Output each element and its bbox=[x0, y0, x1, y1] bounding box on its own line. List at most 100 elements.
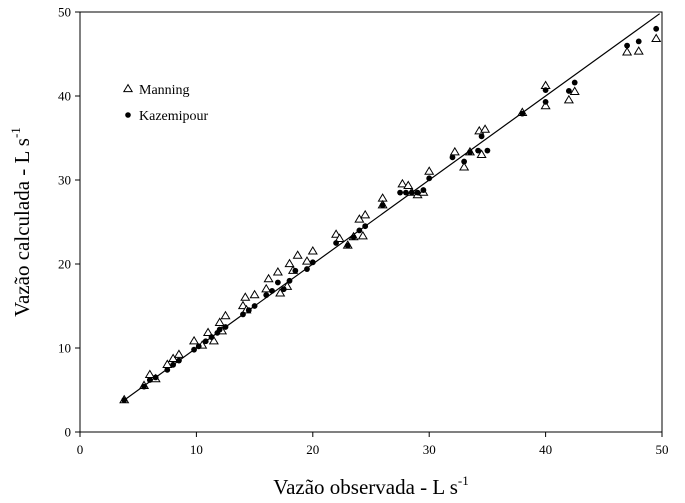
data-point-kazemipour bbox=[208, 334, 215, 340]
series-kazemipour bbox=[121, 25, 660, 403]
data-point-kazemipour bbox=[292, 267, 299, 274]
legend-label-manning: Manning bbox=[139, 83, 190, 98]
legend-marker-manning bbox=[122, 83, 134, 93]
data-point-kazemipour bbox=[403, 189, 409, 196]
data-point-kazemipour bbox=[635, 38, 642, 45]
data-point-kazemipour bbox=[344, 242, 351, 249]
data-point-kazemipour bbox=[170, 361, 177, 368]
data-point-kazemipour bbox=[397, 189, 403, 196]
data-point-kazemipour bbox=[164, 366, 171, 373]
data-point-kazemipour bbox=[274, 279, 281, 286]
data-point-manning bbox=[261, 283, 272, 293]
data-point-kazemipour bbox=[309, 259, 316, 266]
data-point-kazemipour bbox=[542, 87, 549, 94]
x-tick-label: 20 bbox=[306, 442, 319, 457]
data-point-manning bbox=[220, 310, 231, 320]
data-point-manning bbox=[272, 267, 283, 276]
data-point-kazemipour bbox=[624, 42, 630, 49]
x-axis-title-text: Vazão observada - L s bbox=[273, 475, 458, 499]
x-axis-title: Vazão observada - L s-1 bbox=[273, 473, 469, 499]
axis-ticks: 0 10 20 30 40 50 0 10 20 30 40 50 bbox=[58, 5, 669, 458]
data-point-manning bbox=[275, 288, 286, 297]
data-point-manning bbox=[354, 214, 365, 223]
data-point-kazemipour bbox=[121, 397, 128, 403]
data-point-manning bbox=[284, 258, 295, 268]
data-point-kazemipour bbox=[461, 158, 468, 165]
data-point-kazemipour bbox=[426, 175, 433, 182]
data-point-kazemipour bbox=[263, 292, 270, 298]
x-tick-label: 40 bbox=[539, 442, 552, 457]
data-point-manning bbox=[331, 229, 342, 238]
data-point-kazemipour bbox=[565, 88, 572, 94]
legend-marker-kazemipour bbox=[125, 112, 131, 118]
data-point-manning bbox=[237, 300, 249, 310]
data-point-manning bbox=[357, 230, 368, 240]
y-axis-title-text: Vazão calculada - L s bbox=[10, 138, 34, 317]
x-tick-label: 50 bbox=[656, 442, 669, 457]
data-point-manning bbox=[476, 149, 487, 158]
data-point-manning bbox=[292, 250, 303, 259]
y-tick-label: 0 bbox=[65, 425, 72, 440]
data-point-manning bbox=[189, 335, 200, 345]
data-point-kazemipour bbox=[571, 79, 578, 86]
y-axis-title-superscript: -1 bbox=[8, 127, 23, 138]
data-point-kazemipour bbox=[379, 202, 386, 209]
data-point-kazemipour bbox=[542, 98, 549, 105]
y-tick-label: 20 bbox=[58, 257, 71, 272]
data-point-manning bbox=[208, 335, 219, 345]
data-point-manning bbox=[214, 317, 225, 326]
data-point-kazemipour bbox=[350, 234, 357, 241]
data-point-manning bbox=[240, 292, 251, 301]
data-point-kazemipour bbox=[240, 311, 246, 318]
data-point-manning bbox=[424, 166, 435, 175]
x-tick-label: 30 bbox=[423, 442, 436, 457]
data-point-kazemipour bbox=[653, 25, 660, 32]
x-tick-label: 10 bbox=[190, 442, 203, 457]
data-point-manning bbox=[360, 209, 371, 219]
data-point-manning bbox=[569, 86, 580, 95]
data-point-kazemipour bbox=[475, 147, 481, 154]
data-point-kazemipour bbox=[216, 326, 223, 333]
data-point-manning bbox=[249, 289, 260, 299]
data-point-kazemipour bbox=[202, 338, 209, 345]
y-axis-title: Vazão calculada - L s-1 bbox=[8, 127, 34, 317]
data-point-manning bbox=[397, 178, 408, 188]
data-point-manning bbox=[540, 100, 551, 110]
data-point-manning bbox=[563, 94, 574, 104]
data-point-kazemipour bbox=[414, 189, 421, 196]
data-point-kazemipour bbox=[420, 187, 427, 193]
data-point-manning bbox=[307, 246, 318, 255]
data-point-manning bbox=[622, 46, 633, 56]
data-point-kazemipour bbox=[408, 189, 415, 196]
data-point-kazemipour bbox=[245, 307, 252, 314]
x-tick-label: 0 bbox=[77, 442, 84, 457]
data-point-kazemipour bbox=[333, 240, 339, 246]
data-point-kazemipour bbox=[519, 110, 526, 117]
data-point-kazemipour bbox=[356, 227, 363, 234]
x-axis-title-superscript: -1 bbox=[458, 473, 469, 488]
y-tick-label: 30 bbox=[58, 173, 71, 188]
data-point-manning bbox=[480, 124, 491, 133]
data-point-kazemipour bbox=[269, 287, 275, 294]
data-point-kazemipour bbox=[195, 343, 202, 350]
data-point-manning bbox=[301, 256, 313, 265]
data-point-kazemipour bbox=[467, 149, 473, 156]
data-point-manning bbox=[459, 162, 470, 171]
data-point-manning bbox=[173, 349, 184, 358]
data-point-kazemipour bbox=[146, 377, 153, 383]
legend: Manning Kazemipour bbox=[122, 83, 209, 124]
y-tick-label: 50 bbox=[58, 5, 71, 20]
data-point-kazemipour bbox=[362, 223, 369, 230]
data-points bbox=[119, 25, 662, 404]
data-point-kazemipour bbox=[304, 266, 310, 272]
data-point-kazemipour bbox=[141, 383, 147, 390]
data-point-manning bbox=[449, 146, 460, 156]
data-point-manning bbox=[263, 273, 274, 283]
data-point-kazemipour bbox=[222, 324, 229, 330]
plot-area-frame bbox=[79, 11, 663, 433]
data-point-kazemipour bbox=[191, 346, 197, 353]
data-point-manning bbox=[168, 353, 179, 363]
data-point-kazemipour bbox=[176, 357, 182, 364]
